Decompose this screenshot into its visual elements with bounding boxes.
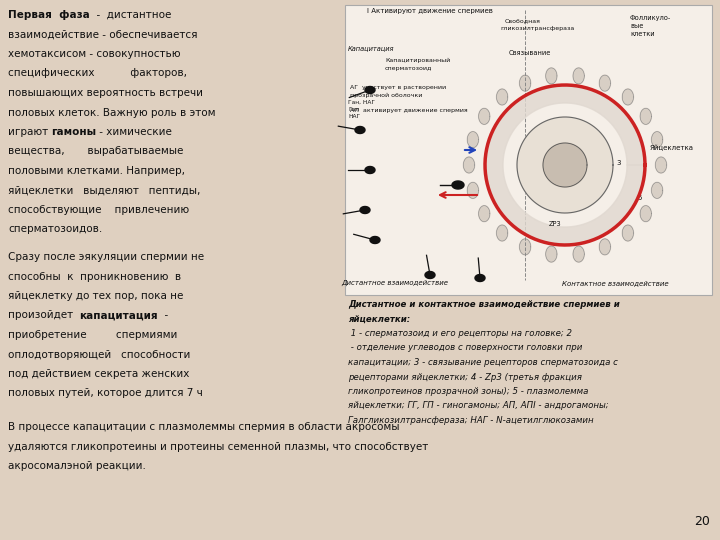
Text: Первая  фаза: Первая фаза bbox=[8, 10, 90, 20]
Polygon shape bbox=[479, 109, 490, 124]
Text: взаимодействие - обеспечивается: взаимодействие - обеспечивается bbox=[8, 30, 197, 39]
Polygon shape bbox=[640, 206, 652, 221]
Text: вые: вые bbox=[630, 23, 644, 29]
Polygon shape bbox=[546, 68, 557, 84]
Text: играют: играют bbox=[8, 127, 51, 137]
Text: АП  активирует движение спермия: АП активирует движение спермия bbox=[350, 108, 467, 113]
Text: оплодотворяющей   способности: оплодотворяющей способности bbox=[8, 349, 190, 360]
Polygon shape bbox=[475, 274, 485, 281]
Text: 1 - сперматозоид и его рецепторы на головке; 2: 1 - сперматозоид и его рецепторы на голо… bbox=[348, 329, 572, 338]
Polygon shape bbox=[355, 126, 365, 133]
Text: половых путей, которое длится 7 ч: половых путей, которое длится 7 ч bbox=[8, 388, 203, 399]
Text: 5: 5 bbox=[637, 195, 642, 201]
Text: Дистантное и контактное взаимодействие спермиев и: Дистантное и контактное взаимодействие с… bbox=[348, 300, 620, 309]
Polygon shape bbox=[652, 132, 662, 147]
Polygon shape bbox=[365, 166, 375, 173]
Polygon shape bbox=[573, 68, 584, 84]
Text: Ган, НАГ: Ган, НАГ bbox=[348, 100, 375, 105]
Text: Свободная: Свободная bbox=[505, 18, 541, 23]
Polygon shape bbox=[640, 109, 652, 124]
Polygon shape bbox=[370, 237, 380, 244]
Polygon shape bbox=[655, 157, 667, 173]
Text: Капацитация: Капацитация bbox=[348, 45, 395, 51]
Text: Капацитированный: Капацитированный bbox=[385, 58, 450, 63]
Text: -: - bbox=[158, 310, 168, 321]
Polygon shape bbox=[425, 272, 435, 279]
Text: яйцеклетку до тех пор, пока не: яйцеклетку до тех пор, пока не bbox=[8, 291, 184, 301]
Text: гликозилтрансфераза: гликозилтрансфераза bbox=[500, 26, 575, 31]
Polygon shape bbox=[464, 157, 474, 173]
Polygon shape bbox=[497, 89, 508, 105]
Polygon shape bbox=[360, 206, 370, 213]
Text: 20: 20 bbox=[694, 515, 710, 528]
Text: 3: 3 bbox=[616, 160, 621, 166]
Text: яйцеклетки; ГГ, ГП - гиногамоны; АП, АПI - андрогамоны;: яйцеклетки; ГГ, ГП - гиногамоны; АП, АПI… bbox=[348, 402, 608, 410]
Text: удаляются гликопротеины и протеины семенной плазмы, что способствует: удаляются гликопротеины и протеины семен… bbox=[8, 442, 428, 451]
Text: клетки: клетки bbox=[630, 31, 654, 37]
Text: Дистантное взаимодействие: Дистантное взаимодействие bbox=[341, 280, 449, 286]
Text: ZP3: ZP3 bbox=[549, 221, 562, 227]
Text: капацитация: капацитация bbox=[80, 310, 158, 321]
Polygon shape bbox=[520, 239, 531, 255]
Polygon shape bbox=[622, 89, 634, 105]
Text: яйцеклетки:: яйцеклетки: bbox=[348, 314, 410, 323]
Text: яйцеклетки   выделяют   пептиды,: яйцеклетки выделяют пептиды, bbox=[8, 186, 200, 195]
Text: гамоны: гамоны bbox=[51, 127, 96, 137]
Text: рецепторами яйцеклетки; 4 - Zp3 (третья фракция: рецепторами яйцеклетки; 4 - Zp3 (третья … bbox=[348, 373, 582, 381]
Polygon shape bbox=[497, 225, 508, 241]
Text: гликопротеинов прозрачной зоны); 5 - плазмолемма: гликопротеинов прозрачной зоны); 5 - пла… bbox=[348, 387, 588, 396]
Text: Гал: Гал bbox=[348, 107, 359, 112]
Text: НАГ: НАГ bbox=[348, 114, 360, 119]
Text: произойдет: произойдет bbox=[8, 310, 80, 321]
Text: способны  к  проникновению  в: способны к проникновению в bbox=[8, 272, 181, 281]
Text: сперматозоидов.: сперматозоидов. bbox=[8, 225, 102, 234]
Text: Яйцеклетка: Яйцеклетка bbox=[650, 145, 694, 152]
Text: Связывание: Связывание bbox=[509, 50, 552, 56]
Text: хемотаксисом - совокупностью: хемотаксисом - совокупностью bbox=[8, 49, 181, 59]
Text: Фолликуло-: Фолликуло- bbox=[630, 15, 671, 21]
Text: специфических           факторов,: специфических факторов, bbox=[8, 69, 187, 78]
Text: Сразу после эякуляции спермии не: Сразу после эякуляции спермии не bbox=[8, 252, 204, 262]
Text: I Активируют движение спермиев: I Активируют движение спермиев bbox=[367, 8, 493, 14]
Text: Контактное взаимодействие: Контактное взаимодействие bbox=[562, 280, 668, 286]
Text: В процессе капацитации с плазмолеммы спермия в области акросомы: В процессе капацитации с плазмолеммы спе… bbox=[8, 422, 400, 432]
Text: под действием секрета женских: под действием секрета женских bbox=[8, 369, 189, 379]
Polygon shape bbox=[652, 183, 662, 198]
Text: повышающих вероятность встречи: повышающих вероятность встречи bbox=[8, 88, 203, 98]
Polygon shape bbox=[467, 132, 479, 147]
Text: капацитации; 3 - связывание рецепторов сперматозоида с: капацитации; 3 - связывание рецепторов с… bbox=[348, 358, 618, 367]
Text: прозрачной оболочки: прозрачной оболочки bbox=[350, 93, 423, 98]
Polygon shape bbox=[573, 246, 584, 262]
Polygon shape bbox=[365, 86, 375, 93]
Text: приобретение         спермиями: приобретение спермиями bbox=[8, 330, 177, 340]
Text: АГ  участвует в растворении: АГ участвует в растворении bbox=[350, 85, 446, 90]
Polygon shape bbox=[517, 117, 613, 213]
Polygon shape bbox=[599, 239, 611, 255]
Polygon shape bbox=[543, 143, 587, 187]
Text: - отделение углеводов с поверхности головки при: - отделение углеводов с поверхности голо… bbox=[348, 343, 582, 353]
Polygon shape bbox=[599, 75, 611, 91]
Polygon shape bbox=[452, 181, 464, 189]
Text: -  дистантное: - дистантное bbox=[90, 10, 171, 20]
Polygon shape bbox=[546, 246, 557, 262]
Text: сперматозоид: сперматозоид bbox=[385, 66, 433, 71]
Polygon shape bbox=[520, 75, 531, 91]
Text: - химические: - химические bbox=[96, 127, 172, 137]
Text: акросомалэной реакции.: акросомалэной реакции. bbox=[8, 461, 146, 471]
Polygon shape bbox=[622, 225, 634, 241]
Polygon shape bbox=[485, 85, 645, 245]
Polygon shape bbox=[467, 183, 479, 198]
Text: половых клеток. Важную роль в этом: половых клеток. Важную роль в этом bbox=[8, 107, 215, 118]
Polygon shape bbox=[479, 206, 490, 221]
Text: вещества,       вырабатываемые: вещества, вырабатываемые bbox=[8, 146, 184, 157]
Text: способствующие    привлечению: способствующие привлечению bbox=[8, 205, 189, 215]
Bar bbox=[345, 5, 712, 295]
Text: Галгликозилтрансфераза; НАГ - N-ацетилглюкозамин: Галгликозилтрансфераза; НАГ - N-ацетилгл… bbox=[348, 416, 593, 425]
Text: половыми клетками. Например,: половыми клетками. Например, bbox=[8, 166, 185, 176]
Text: 4: 4 bbox=[570, 208, 575, 214]
